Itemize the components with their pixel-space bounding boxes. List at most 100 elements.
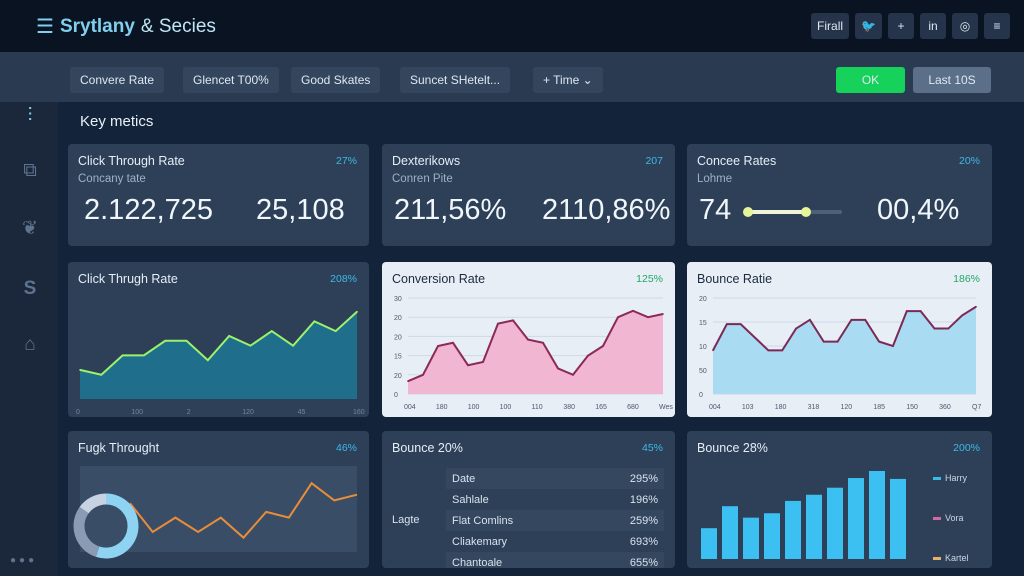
data-point [767, 349, 770, 352]
data-point [249, 344, 252, 347]
row-name: Flat Comlins [452, 514, 514, 527]
area-fill [80, 311, 357, 399]
chart-card-fugk-throught: Fugk Throught 46% [68, 431, 369, 568]
x-tick-label: 360 [939, 404, 951, 411]
filter-toolbar: Convere Rate Glencet T00% Good Skates Su… [0, 52, 1024, 102]
slider-handle-start[interactable] [743, 207, 753, 217]
filter-suncet[interactable]: Suncet SHetelt... [400, 67, 511, 93]
menu-icon[interactable]: ≡ [984, 13, 1010, 39]
table-body: Date 295% Sahlale 196% Flat Comlins 259% Cliak… [382, 468, 675, 568]
donut-segment [79, 493, 107, 514]
y-tick-label: 20 [394, 334, 402, 341]
more-icon[interactable]: ●●● [10, 555, 38, 566]
legend-swatch [933, 557, 941, 560]
brand-suffix: & Secies [140, 15, 216, 37]
data-point [933, 327, 936, 330]
data-point [739, 323, 742, 325]
row-name: Sahlale [452, 493, 489, 506]
chart-title: Fugk Throught [78, 441, 160, 455]
row-value: 259% [629, 514, 658, 527]
kpi-card-concee-rates: Concee Rates 20% Lohme 74 00,4% [687, 144, 992, 246]
brand-logo[interactable]: ☰ Srytlany & Secies [36, 14, 216, 39]
kpi-title: Click Through Rate [78, 154, 185, 168]
range-slider[interactable] [743, 207, 842, 217]
data-point [892, 345, 894, 347]
chart-card-bar: Bounce 28% 200% Harry Vora Kartel [687, 431, 992, 568]
bar [848, 478, 864, 559]
row-name: Date [452, 472, 476, 485]
x-tick-label: 120 [242, 409, 254, 416]
slider-handle-end[interactable] [800, 207, 811, 217]
y-tick-label: 0 [394, 392, 398, 399]
dollar-icon[interactable]: S [23, 278, 37, 299]
puzzle-icon[interactable]: ⧉ [23, 160, 37, 181]
x-tick-label: 004 [404, 404, 416, 411]
data-point [712, 349, 714, 352]
ok-button[interactable]: OK [836, 67, 905, 93]
area-chart: 0 20 15 20 20 30 004 180 100 100 110 380 165 680 Wes [394, 296, 673, 411]
x-tick-label: 100 [131, 409, 143, 416]
kpi-value: 25,108 [256, 194, 345, 226]
row-name: Cliakemary [452, 535, 508, 548]
legend-label: Vora [945, 513, 964, 523]
x-tick-label: 2 [187, 409, 191, 416]
x-tick-label: 103 [742, 404, 754, 411]
table-row[interactable]: Date 295% [446, 468, 664, 489]
table-row[interactable]: Chantoale 655% [446, 552, 664, 568]
data-point [542, 342, 544, 344]
data-point [617, 316, 619, 318]
x-tick-label: 45 [298, 409, 306, 416]
data-point [647, 316, 649, 318]
circle-icon[interactable]: ◎ [952, 13, 978, 39]
table-row[interactable]: Sahlale 196% [446, 489, 664, 510]
series-line [712, 305, 977, 352]
last-button[interactable]: Last 10S [913, 67, 991, 93]
brand-name: Srytlany [59, 15, 135, 37]
bar [890, 478, 906, 559]
chart-card-conversion: Conversion Rate 125% 0 20 15 20 20 30 004 180 10… [382, 262, 675, 417]
data-point [422, 374, 424, 376]
x-tick-label: 100 [500, 404, 512, 411]
kpi-value: 74 [699, 194, 732, 226]
y-tick-label: 10 [699, 344, 707, 351]
data-point [781, 349, 784, 352]
area-fill [408, 310, 663, 394]
table-side-label: Lagte [392, 514, 420, 526]
data-point [467, 364, 469, 366]
row-value: 295% [629, 472, 658, 485]
page-title: Key metics [80, 113, 154, 130]
x-tick-label: Wes [659, 404, 673, 411]
line-donut-chart [73, 466, 358, 559]
data-point [313, 320, 316, 323]
plus-icon[interactable]: + [888, 13, 914, 39]
chart-icon[interactable]: ⫶ [27, 105, 33, 126]
bird-icon[interactable]: ❦ [22, 218, 38, 239]
filter-glencet[interactable]: Glencet T00% [183, 67, 279, 93]
data-point [947, 327, 950, 330]
kpi-value: 2110,86% [542, 194, 671, 226]
data-point [822, 340, 825, 343]
chart-badge: 46% [335, 442, 357, 454]
bird-icon[interactable]: 🐦 [855, 13, 882, 39]
chart-card-bounce: Bounce Ratie 186% 0 50 10 15 20 004 103 180 318 1… [687, 262, 992, 417]
slider-fill [747, 210, 806, 214]
x-tick-label: 004 [709, 404, 721, 411]
data-point [864, 319, 867, 321]
filter-convere-rate[interactable]: Convere Rate [70, 67, 165, 93]
x-tick-label: 150 [906, 404, 918, 411]
series-line [129, 481, 358, 540]
data-point [143, 354, 145, 357]
firall-button[interactable]: Firall [811, 13, 850, 39]
y-tick-label: 15 [394, 354, 402, 361]
table-row[interactable]: Cliakemary 693% [446, 531, 664, 552]
legend-label: Kartel [945, 553, 969, 563]
filter-good-skates[interactable]: Good Skates [291, 67, 381, 93]
table-row[interactable]: Flat Comlins 259% [446, 510, 664, 531]
series-line [407, 309, 664, 383]
kpi-value: 00,4% [877, 194, 960, 226]
home-icon[interactable]: ⌂ [24, 334, 36, 355]
kpi-subtitle: Lohme [697, 173, 733, 185]
data-point [850, 319, 853, 321]
linkedin-icon[interactable]: in [920, 13, 946, 39]
time-dropdown[interactable]: + Time ⌄ [533, 67, 603, 93]
